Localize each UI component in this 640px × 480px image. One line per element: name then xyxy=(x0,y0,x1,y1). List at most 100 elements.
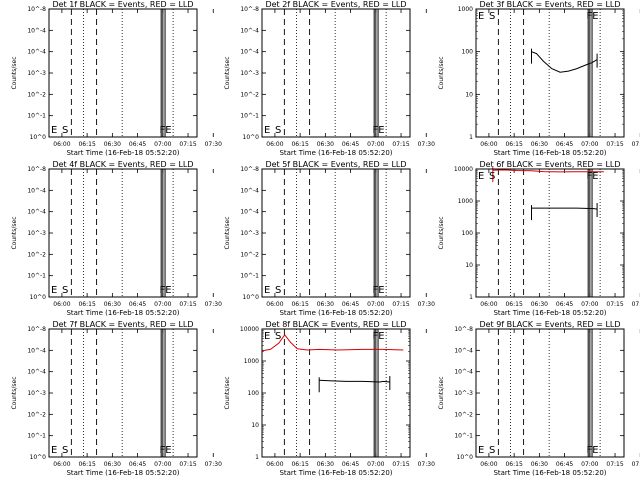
series-line xyxy=(531,207,598,210)
y-tick-label: 10^-1 xyxy=(454,433,473,440)
x-tick-label: 06:00 xyxy=(53,301,70,308)
annotation-fe: FE xyxy=(373,125,385,136)
series-line xyxy=(261,333,404,352)
panel-4: Det 4f BLACK = Events, RED = LLD 10^-8 10^… xyxy=(11,160,222,317)
annotation-e: E xyxy=(478,445,484,456)
x-tick-label: 06:30 xyxy=(531,141,548,148)
x-tick-label: 07:00 xyxy=(581,141,598,148)
x-tick-label: 06:30 xyxy=(104,301,121,308)
y-tick-label: 10^-4 xyxy=(27,187,46,194)
x-tick-label: 06:45 xyxy=(556,301,573,308)
x-tick-label: 06:00 xyxy=(53,461,70,468)
x-tick-label: 06:15 xyxy=(505,301,522,308)
x-tick-label: 07:15 xyxy=(179,141,196,148)
annotation-e: E xyxy=(51,125,57,136)
plot-frame xyxy=(48,168,198,298)
annotation-s: S xyxy=(489,171,495,182)
y-axis-label: Counts/sec xyxy=(224,376,231,409)
y-tick-label: 1 xyxy=(469,294,473,301)
panel-8: Det 8f BLACK = Events, RED = LLD10000100… xyxy=(224,320,435,477)
annotation-fe: FE xyxy=(373,331,385,342)
x-tick-label: 06:30 xyxy=(531,301,548,308)
x-tick-label: 07:15 xyxy=(606,141,623,148)
annotation-e: E xyxy=(264,331,270,342)
x-tick-label: 07:30 xyxy=(632,461,640,468)
plot-frame xyxy=(475,168,625,298)
x-tick-label: 07:00 xyxy=(367,461,384,468)
x-tick-label: 07:15 xyxy=(392,141,409,148)
x-tick-label: 07:15 xyxy=(606,461,623,468)
annotation-fe: FE xyxy=(587,11,599,22)
y-tick-label: 10^-8 xyxy=(27,166,46,173)
annotation-s: S xyxy=(62,445,68,456)
x-tick-label: 06:30 xyxy=(317,301,334,308)
panel-title: Det 3f BLACK = Events, RED = LLD xyxy=(479,0,620,9)
annotation-fe: FE xyxy=(373,285,385,296)
annotation-s: S xyxy=(62,285,68,296)
x-axis-label: Start Time (16-Feb-18 05:52:20) xyxy=(279,309,392,317)
panel-title: Det 1f BLACK = Events, RED = LLD xyxy=(52,0,193,9)
y-tick-label: 10^-4 xyxy=(27,209,46,216)
annotation-fe: FE xyxy=(587,445,599,456)
annotation-e: E xyxy=(264,285,270,296)
x-tick-label: 06:00 xyxy=(480,301,497,308)
y-tick-label: 10^-8 xyxy=(240,6,259,13)
y-tick-label: 10^-4 xyxy=(27,27,46,34)
x-tick-label: 07:00 xyxy=(367,141,384,148)
plot-frame xyxy=(475,8,625,138)
annotation-fe: FE xyxy=(160,445,172,456)
plot-frame xyxy=(261,8,411,138)
y-tick-label: 10^0 xyxy=(30,134,47,141)
annotation-e: E xyxy=(478,11,484,22)
panel-title: Det 7f BLACK = Events, RED = LLD xyxy=(52,320,193,329)
plot-frame xyxy=(48,328,198,458)
y-tick-label: 1000 xyxy=(244,358,259,365)
x-tick-label: 07:00 xyxy=(154,461,171,468)
y-tick-label: 10^-8 xyxy=(27,6,46,13)
annotation-e: E xyxy=(478,171,484,182)
panel-title: Det 9f BLACK = Events, RED = LLD xyxy=(479,320,620,329)
y-tick-label: 10^0 xyxy=(243,294,260,301)
plot-frame xyxy=(475,328,625,458)
x-tick-label: 06:15 xyxy=(505,141,522,148)
x-tick-label: 07:00 xyxy=(154,301,171,308)
y-tick-label: 10^-4 xyxy=(27,369,46,376)
x-tick-label: 06:45 xyxy=(129,301,146,308)
y-tick-label: 10^-4 xyxy=(27,347,46,354)
y-axis-label: Counts/sec xyxy=(438,376,445,409)
x-tick-label: 07:30 xyxy=(632,141,640,148)
y-tick-label: 10^-4 xyxy=(27,49,46,56)
x-axis-label: Start Time (16-Feb-18 05:52:20) xyxy=(279,469,392,477)
y-tick-label: 10^-1 xyxy=(27,113,46,120)
x-tick-label: 07:00 xyxy=(581,461,598,468)
x-tick-label: 07:30 xyxy=(632,301,640,308)
y-tick-label: 10000 xyxy=(454,166,473,173)
x-tick-label: 06:45 xyxy=(129,141,146,148)
x-axis-label: Start Time (16-Feb-18 05:52:20) xyxy=(66,149,179,157)
y-tick-label: 10^-3 xyxy=(454,390,473,397)
annotation-fe: FE xyxy=(160,285,172,296)
x-tick-label: 06:15 xyxy=(78,461,95,468)
x-tick-label: 06:15 xyxy=(505,461,522,468)
y-tick-label: 10^-2 xyxy=(240,251,259,258)
y-tick-label: 10^-3 xyxy=(27,230,46,237)
y-tick-label: 1000 xyxy=(458,198,473,205)
x-tick-label: 06:00 xyxy=(266,461,283,468)
annotation-e: E xyxy=(51,285,57,296)
annotation-s: S xyxy=(489,445,495,456)
y-tick-label: 10 xyxy=(465,262,473,269)
y-tick-label: 10000 xyxy=(240,326,259,333)
y-tick-label: 10^-4 xyxy=(454,369,473,376)
plot-frame xyxy=(48,8,198,138)
x-tick-label: 07:30 xyxy=(205,461,222,468)
x-tick-label: 07:15 xyxy=(392,301,409,308)
panel-9: Det 9f BLACK = Events, RED = LLD 10^-8 10^… xyxy=(438,320,640,477)
x-tick-label: 06:45 xyxy=(556,141,573,148)
y-tick-label: 10^-3 xyxy=(240,70,259,77)
x-tick-label: 06:15 xyxy=(291,461,308,468)
x-tick-label: 07:00 xyxy=(367,301,384,308)
y-axis-label: Counts/sec xyxy=(11,376,18,409)
x-axis-label: Start Time (16-Feb-18 05:52:20) xyxy=(66,309,179,317)
x-tick-label: 07:15 xyxy=(392,461,409,468)
y-tick-label: 10^-8 xyxy=(454,326,473,333)
